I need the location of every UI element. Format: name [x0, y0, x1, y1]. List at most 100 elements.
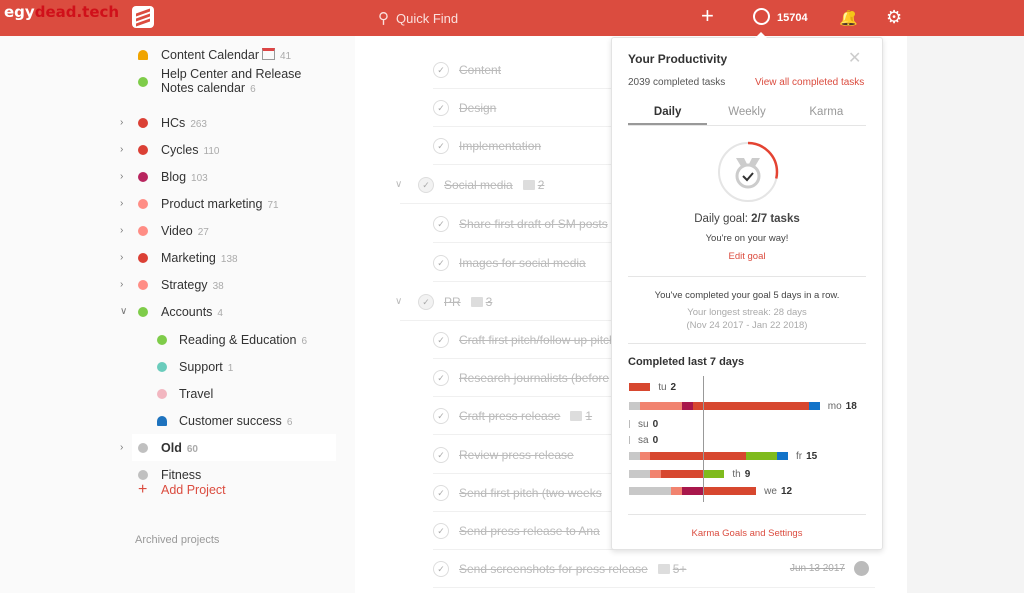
sidebar-project[interactable]: › Blog 103 — [0, 163, 336, 190]
sidebar-project[interactable]: Fitness — [0, 461, 336, 488]
chevron-right-icon[interactable]: › — [120, 198, 124, 209]
task-checkbox[interactable]: ✓ — [433, 254, 449, 271]
task-checkbox[interactable]: ✓ — [433, 522, 449, 539]
view-all-completed-link[interactable]: View all completed tasks — [755, 77, 865, 88]
day-total: 2 — [670, 381, 677, 393]
add-project-button[interactable]: + Add Project — [0, 476, 336, 503]
tab-karma[interactable]: Karma — [809, 106, 844, 118]
karma-points: 15704 — [777, 11, 808, 24]
tab-weekly[interactable]: Weekly — [728, 106, 766, 118]
task-title: Review press release — [459, 447, 574, 462]
bar-segment — [809, 402, 820, 410]
comments-count[interactable]: 3 — [470, 295, 492, 309]
chevron-right-icon[interactable]: › — [120, 117, 124, 128]
quick-find-input[interactable]: ⚲ Quick Find — [378, 9, 458, 27]
sidebar-project[interactable]: › Marketing 138 — [0, 244, 336, 271]
add-task-icon[interactable]: + — [701, 3, 714, 28]
project-color-dot — [138, 306, 148, 317]
sidebar-project[interactable]: Reading & Education 6 — [0, 326, 336, 353]
task-row[interactable]: ✓ Send screenshots for press release 5+ Jun… — [433, 550, 875, 588]
chevron-right-icon[interactable]: › — [120, 171, 124, 182]
bar-segment — [703, 487, 757, 495]
project-name: Strategy — [161, 277, 208, 292]
day-label: fr 15 — [796, 451, 817, 462]
comments-count[interactable]: 2 — [522, 178, 544, 192]
task-checkbox[interactable]: ✓ — [433, 560, 449, 577]
goal-line — [703, 376, 705, 502]
project-count: 41 — [279, 50, 292, 62]
bar-segment — [745, 452, 778, 460]
comments-count[interactable]: 1 — [570, 409, 592, 423]
add-project-label: Add Project — [161, 482, 226, 497]
task-checkbox[interactable]: ✓ — [433, 369, 449, 386]
tab-daily[interactable]: Daily — [628, 106, 708, 125]
task-checkbox[interactable]: ✓ — [433, 99, 449, 116]
task-title: Send first pitch (two weeks — [459, 485, 602, 500]
chevron-right-icon[interactable]: › — [120, 144, 124, 155]
project-count: 6 — [250, 84, 256, 95]
close-icon[interactable]: ✕ — [848, 50, 862, 67]
project-color-dot — [138, 76, 148, 87]
chevron-right-icon[interactable]: › — [120, 442, 124, 453]
sidebar-project[interactable]: Travel — [0, 380, 336, 407]
divider — [628, 276, 866, 277]
day-label: su 0 — [638, 419, 658, 430]
goal-value: 2/7 tasks — [751, 213, 800, 225]
project-color-dot — [138, 198, 148, 209]
task-date: Jun 13 2017 — [789, 563, 845, 574]
sidebar-project[interactable]: › Product marketing 71 — [0, 190, 336, 217]
bar-segment — [629, 487, 672, 495]
chevron-down-icon[interactable]: ∨ — [395, 296, 403, 307]
karma-goals-settings-link[interactable]: Karma Goals and Settings — [691, 528, 803, 539]
notifications-bell-icon[interactable]: 🔔 — [839, 10, 858, 27]
sidebar: Content Calendar 41 Help Center and Releas… — [0, 36, 355, 593]
task-checkbox[interactable]: ✓ — [433, 215, 449, 232]
chart-bar-row: we 12 — [629, 486, 792, 497]
watermark-part2: dead.tech — [34, 3, 120, 21]
task-checkbox[interactable]: ✓ — [433, 331, 449, 348]
task-checkbox[interactable]: ✓ — [418, 293, 434, 310]
sidebar-project[interactable]: › Strategy 38 — [0, 271, 336, 298]
sidebar-project[interactable]: Customer success 6 — [0, 407, 336, 434]
task-title: Social media — [444, 177, 513, 192]
settings-gear-icon[interactable]: ⚙ — [886, 7, 903, 27]
task-checkbox[interactable]: ✓ — [418, 176, 434, 193]
project-name: Product marketing — [161, 196, 263, 211]
day-label: we 12 — [764, 486, 792, 497]
person-icon — [138, 49, 148, 60]
chevron-down-icon[interactable]: ∨ — [120, 306, 128, 317]
task-checkbox[interactable]: ✓ — [433, 484, 449, 501]
day-total: 0 — [652, 418, 659, 430]
productivity-popup: Your Productivity ✕ 2039 completed tasks… — [611, 32, 883, 550]
task-checkbox[interactable]: ✓ — [433, 446, 449, 463]
edit-goal-link[interactable]: Edit goal — [728, 251, 766, 262]
sidebar-project[interactable]: Content Calendar 41 — [0, 41, 336, 68]
day-name: we — [764, 485, 777, 497]
sidebar-project[interactable]: Support 1 — [0, 353, 336, 380]
chevron-right-icon[interactable]: › — [120, 252, 124, 263]
comment-icon — [570, 410, 583, 421]
search-placeholder: Quick Find — [396, 10, 459, 26]
sidebar-project[interactable]: › Old 60 — [120, 434, 336, 461]
day-name: su — [638, 418, 649, 430]
task-title: PR — [444, 294, 461, 309]
project-color-dot — [138, 171, 148, 182]
project-count: 1 — [227, 362, 234, 374]
sidebar-project[interactable]: › Video 27 — [0, 217, 336, 244]
task-checkbox[interactable]: ✓ — [433, 61, 449, 78]
archived-projects-link[interactable]: Archived projects — [0, 526, 336, 553]
chevron-right-icon[interactable]: › — [120, 279, 124, 290]
goal-label: Daily goal: — [694, 213, 752, 225]
sidebar-project[interactable]: › Cycles 110 — [0, 136, 336, 163]
task-checkbox[interactable]: ✓ — [433, 407, 449, 424]
comments-count[interactable]: 5+ — [657, 562, 686, 576]
karma-button[interactable]: 15704 — [753, 8, 808, 26]
sidebar-project[interactable]: ∨ Accounts 4 — [0, 298, 336, 325]
popup-arrow — [755, 32, 767, 38]
sidebar-project[interactable]: › HCs 263 — [0, 109, 336, 136]
chevron-down-icon[interactable]: ∨ — [395, 179, 403, 190]
todoist-logo-icon[interactable] — [132, 6, 154, 28]
task-checkbox[interactable]: ✓ — [433, 137, 449, 154]
chevron-right-icon[interactable]: › — [120, 225, 124, 236]
sidebar-project[interactable]: Help Center and Release Notes calendar 6 — [0, 67, 336, 95]
